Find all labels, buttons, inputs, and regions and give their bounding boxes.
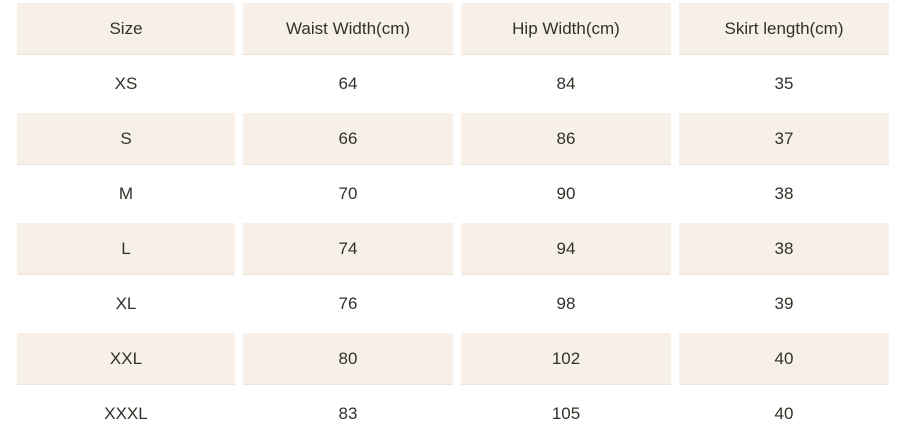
row-m: M 70 90 38 <box>17 168 889 220</box>
waist-width-cell: 64 <box>338 74 358 93</box>
row-xxxl: XXXL 83 105 40 <box>17 388 889 440</box>
header-cell-waist-width: Waist Width(cm) <box>243 3 453 55</box>
size-cell: XL <box>115 294 137 313</box>
skirt-length-cell: 39 <box>774 294 794 313</box>
hip-width-cell: 90 <box>556 184 576 203</box>
waist-width-cell: 70 <box>338 184 358 203</box>
skirt-length-cell: 35 <box>774 74 794 93</box>
waist-width-cell: 66 <box>243 113 453 165</box>
hip-width-cell: 86 <box>461 113 671 165</box>
size-cell: XS <box>114 74 138 93</box>
row-s: S 66 86 37 <box>17 113 889 165</box>
skirt-length-cell: 38 <box>679 223 889 275</box>
waist-width-cell: 80 <box>243 333 453 385</box>
size-cell: XXL <box>17 333 235 385</box>
header-row: Size Waist Width(cm) Hip Width(cm) Skirt… <box>17 3 889 55</box>
hip-width-cell: 94 <box>461 223 671 275</box>
row-xl: XL 76 98 39 <box>17 278 889 330</box>
header-cell-size: Size <box>17 3 235 55</box>
skirt-length-cell: 40 <box>679 333 889 385</box>
header-cell-skirt-length: Skirt length(cm) <box>679 3 889 55</box>
size-cell: M <box>118 184 134 203</box>
hip-width-cell: 102 <box>461 333 671 385</box>
hip-width-cell: 98 <box>556 294 576 313</box>
size-cell: S <box>17 113 235 165</box>
hip-width-cell: 105 <box>551 404 581 423</box>
skirt-length-cell: 38 <box>774 184 794 203</box>
size-chart-table: Size Waist Width(cm) Hip Width(cm) Skirt… <box>9 0 897 443</box>
waist-width-cell: 74 <box>243 223 453 275</box>
size-cell: L <box>17 223 235 275</box>
waist-width-cell: 76 <box>338 294 358 313</box>
row-xs: XS 64 84 35 <box>17 58 889 110</box>
row-xxl: XXL 80 102 40 <box>17 333 889 385</box>
skirt-length-cell: 40 <box>774 404 794 423</box>
row-l: L 74 94 38 <box>17 223 889 275</box>
hip-width-cell: 84 <box>556 74 576 93</box>
skirt-length-cell: 37 <box>679 113 889 165</box>
header-cell-hip-width: Hip Width(cm) <box>461 3 671 55</box>
waist-width-cell: 83 <box>338 404 358 423</box>
size-cell: XXXL <box>104 404 148 423</box>
